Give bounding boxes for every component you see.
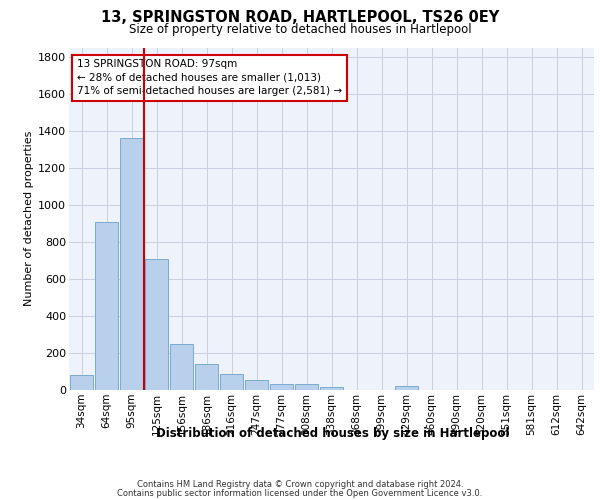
Bar [95, 222, 118, 390]
Text: Contains public sector information licensed under the Open Government Licence v3: Contains public sector information licen… [118, 488, 482, 498]
Text: Size of property relative to detached houses in Hartlepool: Size of property relative to detached ho… [128, 22, 472, 36]
Y-axis label: Number of detached properties: Number of detached properties [24, 131, 34, 306]
Bar [245, 380, 268, 390]
Text: Contains HM Land Registry data © Crown copyright and database right 2024.: Contains HM Land Registry data © Crown c… [137, 480, 463, 489]
Text: Distribution of detached houses by size in Hartlepool: Distribution of detached houses by size … [157, 428, 509, 440]
Bar [145, 258, 168, 390]
Bar [320, 386, 343, 390]
Bar [220, 374, 243, 390]
Text: 13 SPRINGSTON ROAD: 97sqm
← 28% of detached houses are smaller (1,013)
71% of se: 13 SPRINGSTON ROAD: 97sqm ← 28% of detac… [77, 60, 342, 96]
Bar [120, 138, 143, 390]
Text: 13, SPRINGSTON ROAD, HARTLEPOOL, TS26 0EY: 13, SPRINGSTON ROAD, HARTLEPOOL, TS26 0E… [101, 10, 499, 25]
Bar [295, 384, 318, 390]
Bar [170, 344, 193, 390]
Bar [395, 386, 418, 390]
Bar [70, 375, 93, 390]
Bar [270, 384, 293, 390]
Bar [195, 364, 218, 390]
